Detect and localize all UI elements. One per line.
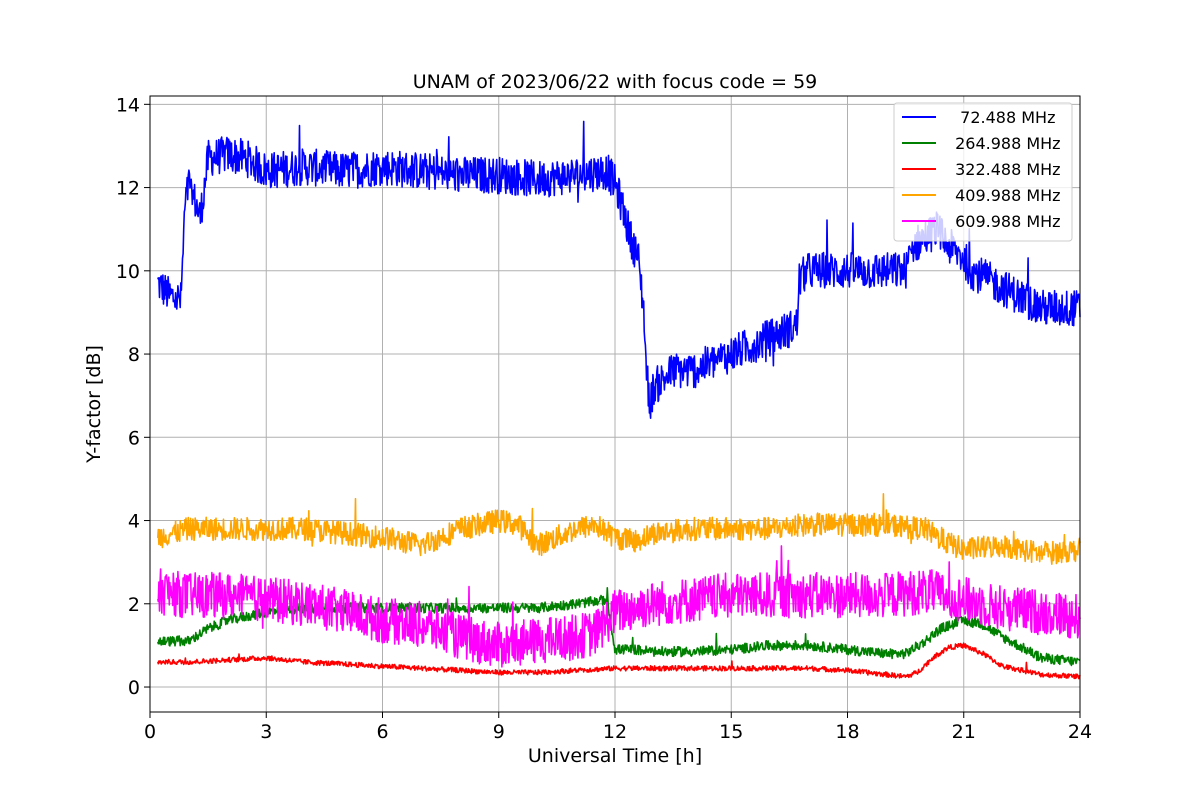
y-tick-label: 12: [116, 178, 140, 200]
y-tick-label: 8: [128, 344, 140, 366]
y-tick-label: 10: [116, 261, 140, 283]
series-line-4: [157, 492, 1081, 566]
series-group: [157, 120, 1081, 680]
y-tick-label: 0: [128, 677, 140, 699]
legend-label: 409.988 MHz: [950, 186, 1061, 205]
legend-label: 322.488 MHz: [950, 160, 1061, 179]
x-tick-label: 21: [952, 721, 976, 743]
y-tick-label: 4: [128, 511, 140, 533]
x-tick-label: 3: [260, 721, 272, 743]
x-tick-label: 6: [376, 721, 388, 743]
series-line-5: [157, 545, 1081, 668]
legend-label: 609.988 MHz: [950, 212, 1061, 231]
x-tick-label: 18: [835, 721, 859, 743]
legend: 72.488 MHz 264.988 MHz 322.488 MHz 409.9…: [893, 102, 1073, 242]
x-tick-label: 24: [1068, 721, 1092, 743]
legend-label: 72.488 MHz: [950, 108, 1055, 127]
y-tick-label: 6: [128, 427, 140, 449]
series-line-1: [157, 120, 1081, 420]
x-tick-label: 9: [493, 721, 505, 743]
legend-label: 264.988 MHz: [950, 134, 1061, 153]
series-line-3: [157, 642, 1081, 680]
x-tick-label: 0: [144, 721, 156, 743]
chart-title: UNAM of 2023/06/22 with focus code = 59: [413, 71, 818, 93]
x-axis-title: Universal Time [h]: [528, 745, 702, 767]
y-tick-label: 14: [116, 94, 140, 116]
y-axis-title: Y-factor [dB]: [83, 345, 105, 464]
x-tick-label: 12: [603, 721, 627, 743]
x-tick-label: 15: [719, 721, 743, 743]
y-tick-label: 2: [128, 594, 140, 616]
legend-box: [893, 102, 1073, 242]
